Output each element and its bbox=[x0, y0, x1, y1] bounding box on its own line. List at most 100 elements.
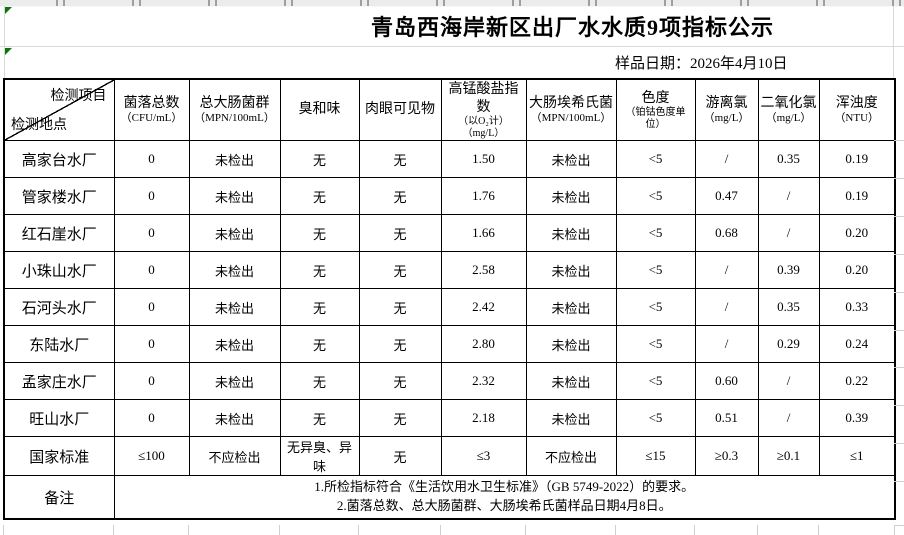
value-cell[interactable]: 未检出 bbox=[188, 177, 281, 215]
column-header-4[interactable]: 肉眼可见物 bbox=[358, 78, 442, 141]
value-cell[interactable]: 无 bbox=[358, 362, 442, 400]
value-cell[interactable]: 无 bbox=[279, 140, 360, 178]
value-cell[interactable]: 0.47 bbox=[694, 177, 759, 215]
value-cell[interactable]: 无 bbox=[358, 436, 442, 476]
value-cell[interactable]: 0 bbox=[113, 251, 190, 289]
column-header-10[interactable]: 浑浊度 （NTU） bbox=[818, 78, 896, 141]
value-cell[interactable]: ≤1 bbox=[818, 436, 896, 476]
value-cell[interactable]: 无 bbox=[279, 399, 360, 437]
value-cell[interactable]: <5 bbox=[615, 399, 696, 437]
value-cell[interactable]: 0.51 bbox=[694, 399, 759, 437]
value-cell[interactable]: 0.19 bbox=[818, 177, 896, 215]
value-cell[interactable]: 未检出 bbox=[188, 251, 281, 289]
value-cell[interactable]: / bbox=[694, 288, 759, 326]
value-cell[interactable]: 无 bbox=[279, 177, 360, 215]
value-cell[interactable]: 无 bbox=[358, 140, 442, 178]
value-cell[interactable]: 无异臭、异味 bbox=[279, 436, 360, 476]
value-cell[interactable]: <5 bbox=[615, 214, 696, 252]
value-cell[interactable]: ≤100 bbox=[113, 436, 190, 476]
value-cell[interactable]: / bbox=[694, 325, 759, 363]
value-cell[interactable]: 不应检出 bbox=[188, 436, 281, 476]
value-cell[interactable]: 无 bbox=[279, 214, 360, 252]
value-cell[interactable]: 未检出 bbox=[525, 177, 617, 215]
site-cell[interactable]: 旺山水厂 bbox=[3, 399, 115, 437]
site-cell[interactable]: 石河头水厂 bbox=[3, 288, 115, 326]
value-cell[interactable]: 无 bbox=[358, 288, 442, 326]
value-cell[interactable]: 0 bbox=[113, 362, 190, 400]
value-cell[interactable]: 未检出 bbox=[525, 362, 617, 400]
value-cell[interactable]: 1.50 bbox=[440, 140, 527, 178]
value-cell[interactable]: 0.68 bbox=[694, 214, 759, 252]
value-cell[interactable]: 0 bbox=[113, 214, 190, 252]
value-cell[interactable]: 0.39 bbox=[757, 251, 820, 289]
value-cell[interactable]: 无 bbox=[279, 362, 360, 400]
value-cell[interactable]: 未检出 bbox=[188, 325, 281, 363]
value-cell[interactable]: 2.80 bbox=[440, 325, 527, 363]
site-cell[interactable]: 小珠山水厂 bbox=[3, 251, 115, 289]
value-cell[interactable]: 无 bbox=[358, 325, 442, 363]
value-cell[interactable]: ≤15 bbox=[615, 436, 696, 476]
value-cell[interactable]: 0 bbox=[113, 325, 190, 363]
value-cell[interactable]: 未检出 bbox=[188, 140, 281, 178]
value-cell[interactable]: 2.42 bbox=[440, 288, 527, 326]
page-title[interactable]: 青岛西海岸新区出厂水水质9项指标公示 bbox=[370, 15, 774, 40]
value-cell[interactable]: 0 bbox=[113, 399, 190, 437]
note-label-cell[interactable]: 备注 bbox=[3, 475, 115, 520]
value-cell[interactable]: 未检出 bbox=[188, 288, 281, 326]
value-cell[interactable]: 2.18 bbox=[440, 399, 527, 437]
value-cell[interactable]: 未检出 bbox=[525, 325, 617, 363]
site-cell[interactable]: 东陆水厂 bbox=[3, 325, 115, 363]
value-cell[interactable]: 无 bbox=[358, 177, 442, 215]
column-header-1[interactable]: 菌落总数 （CFU/mL） bbox=[113, 78, 190, 141]
value-cell[interactable]: 不应检出 bbox=[525, 436, 617, 476]
value-cell[interactable]: 无 bbox=[279, 325, 360, 363]
site-cell[interactable]: 管家楼水厂 bbox=[3, 177, 115, 215]
value-cell[interactable]: ≥0.3 bbox=[694, 436, 759, 476]
value-cell[interactable]: 0 bbox=[113, 288, 190, 326]
value-cell[interactable]: 未检出 bbox=[525, 251, 617, 289]
value-cell[interactable]: 无 bbox=[358, 399, 442, 437]
value-cell[interactable]: <5 bbox=[615, 140, 696, 178]
value-cell[interactable]: / bbox=[757, 214, 820, 252]
value-cell[interactable]: 无 bbox=[279, 251, 360, 289]
value-cell[interactable]: / bbox=[757, 399, 820, 437]
note-content-cell[interactable]: 1.所检指标符合《生活饮用水卫生标准》（GB 5749-2022）的要求。 2.菌… bbox=[113, 475, 896, 520]
value-cell[interactable]: 0.20 bbox=[818, 251, 896, 289]
value-cell[interactable]: 1.76 bbox=[440, 177, 527, 215]
value-cell[interactable]: 2.58 bbox=[440, 251, 527, 289]
value-cell[interactable]: 0.39 bbox=[818, 399, 896, 437]
value-cell[interactable]: 2.32 bbox=[440, 362, 527, 400]
column-header-2[interactable]: 总大肠菌群 （MPN/100mL） bbox=[188, 78, 281, 141]
value-cell[interactable]: <5 bbox=[615, 177, 696, 215]
value-cell[interactable]: / bbox=[757, 177, 820, 215]
value-cell[interactable]: 未检出 bbox=[188, 362, 281, 400]
value-cell[interactable]: 未检出 bbox=[188, 399, 281, 437]
value-cell[interactable]: 0.33 bbox=[818, 288, 896, 326]
corner-header-cell[interactable]: 检测项目 检测地点 bbox=[3, 78, 115, 141]
value-cell[interactable]: 未检出 bbox=[525, 288, 617, 326]
value-cell[interactable]: 0 bbox=[113, 177, 190, 215]
value-cell[interactable]: 无 bbox=[358, 214, 442, 252]
value-cell[interactable]: 0.20 bbox=[818, 214, 896, 252]
site-cell[interactable]: 孟家庄水厂 bbox=[3, 362, 115, 400]
site-cell[interactable]: 国家标准 bbox=[3, 436, 115, 476]
column-header-9[interactable]: 二氧化氯 （mg/L） bbox=[757, 78, 820, 141]
value-cell[interactable]: / bbox=[757, 362, 820, 400]
value-cell[interactable]: 0.60 bbox=[694, 362, 759, 400]
value-cell[interactable]: 1.66 bbox=[440, 214, 527, 252]
value-cell[interactable]: / bbox=[694, 251, 759, 289]
value-cell[interactable]: <5 bbox=[615, 325, 696, 363]
value-cell[interactable]: 0.22 bbox=[818, 362, 896, 400]
column-header-strip[interactable] bbox=[0, 0, 904, 7]
value-cell[interactable]: 0.35 bbox=[757, 288, 820, 326]
value-cell[interactable]: 无 bbox=[358, 251, 442, 289]
value-cell[interactable]: 0.35 bbox=[757, 140, 820, 178]
value-cell[interactable]: 未检出 bbox=[188, 214, 281, 252]
sample-date-label[interactable]: 样品日期：2026年4月10日 bbox=[615, 56, 788, 72]
column-header-5[interactable]: 高锰酸盐指数 （以O₂计） （mg/L） bbox=[440, 78, 527, 141]
value-cell[interactable]: ≥0.1 bbox=[757, 436, 820, 476]
value-cell[interactable]: <5 bbox=[615, 362, 696, 400]
value-cell[interactable]: / bbox=[694, 140, 759, 178]
value-cell[interactable]: 未检出 bbox=[525, 399, 617, 437]
value-cell[interactable]: 0.19 bbox=[818, 140, 896, 178]
